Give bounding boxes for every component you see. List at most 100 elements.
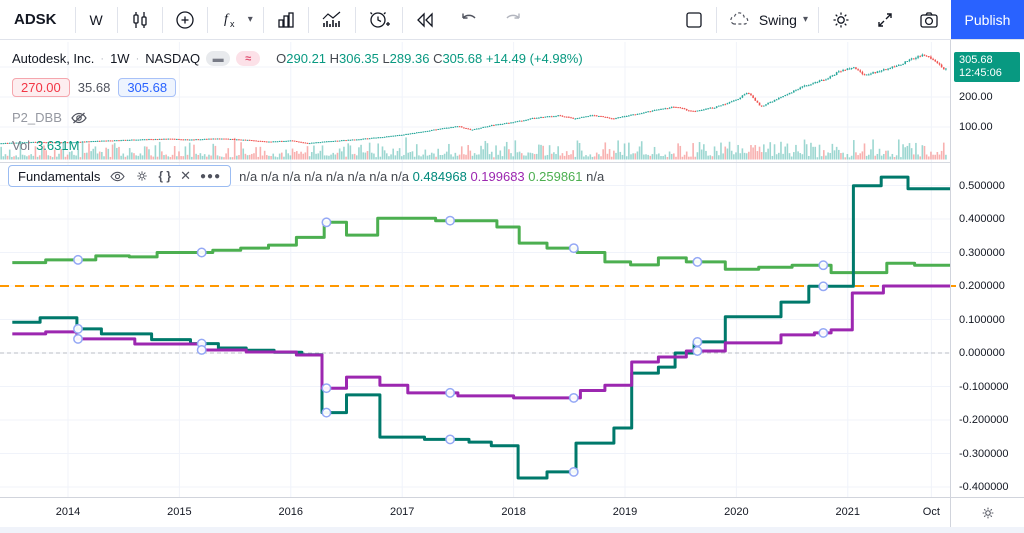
time-tick: 2014 — [55, 506, 81, 518]
last-price-value: 305.68 — [959, 54, 993, 66]
time-tick: 2017 — [389, 506, 415, 518]
toolbar-separator — [307, 6, 309, 33]
fundamentals-legend: Fundamentals { } ✕ ●●● — [8, 165, 604, 187]
toolbar-separator — [116, 6, 118, 33]
legend-dot: · — [135, 52, 140, 65]
value-tick: 0.200000 — [959, 280, 1005, 292]
series-title[interactable]: Autodesk, Inc. — [12, 51, 95, 66]
toolbar-separator — [74, 6, 76, 33]
chart-canvas[interactable] — [0, 40, 956, 527]
time-axis[interactable]: 2014 2015 2016 2017 2018 2019 2020 2021 Oct — [0, 497, 950, 527]
p2dbb-title[interactable]: P2_DBB — [12, 110, 62, 125]
close-icon[interactable]: ✕ — [180, 168, 191, 183]
indicator-settings-gear-icon[interactable] — [135, 169, 149, 183]
time-tick: 2021 — [835, 506, 861, 518]
axis-settings-corner[interactable] — [950, 497, 1024, 527]
fundamentals-purple-value: 0.199683 — [470, 168, 525, 184]
settings-gear-icon[interactable] — [819, 0, 863, 39]
series-exchange[interactable]: NASDAQ — [145, 51, 201, 66]
layout-icon[interactable] — [672, 0, 716, 39]
ohlc-values: O290.21 H306.35 L289.36 C305.68 +14.49 (… — [276, 51, 583, 66]
volume-value: 3.631M — [36, 138, 80, 153]
more-options-icon[interactable]: ●●● — [199, 170, 222, 182]
fundamentals-legend-box: Fundamentals { } ✕ ●●● — [8, 165, 232, 187]
eye-slash-icon[interactable] — [70, 111, 88, 125]
toolbar-separator — [401, 6, 403, 33]
legend-dot: · — [100, 52, 105, 65]
price-tick: 100.00 — [959, 121, 993, 133]
replay-icon[interactable] — [403, 0, 447, 39]
top-toolbar: ADSK W f x ▾ — [0, 0, 1024, 40]
fundamentals-teal-value: 0.484968 — [412, 168, 467, 184]
interval-button[interactable]: W — [89, 11, 103, 28]
price-series-legend: Autodesk, Inc. · 1W · NASDAQ ▬ ≈ O290.21… — [12, 51, 583, 66]
value-tick: -0.400000 — [959, 481, 1009, 493]
price-tick: 200.00 — [959, 91, 993, 103]
bottom-strip — [0, 527, 1024, 533]
value-tick: 0.400000 — [959, 213, 1005, 225]
chevron-down-icon[interactable]: ▾ — [247, 14, 253, 25]
value-tick: 0.100000 — [959, 313, 1005, 326]
p2dbb-legend: P2_DBB — [12, 110, 88, 125]
hide-series-icon[interactable]: ▬ — [206, 51, 231, 66]
undo-icon[interactable] — [447, 0, 491, 39]
svg-text:f: f — [224, 12, 230, 27]
upper-level-badge[interactable]: 305.68 — [118, 78, 177, 97]
fundamentals-trailing-value: n/a — [586, 168, 605, 184]
chevron-down-icon[interactable]: ▾ — [802, 14, 808, 25]
source-code-icon[interactable]: { } — [158, 169, 172, 183]
redo-icon[interactable] — [491, 0, 535, 39]
value-tick: 0.500000 — [959, 179, 1005, 192]
time-tick: 2020 — [724, 506, 749, 518]
value-tick: 0.000000 — [959, 347, 1005, 359]
compare-icon[interactable] — [163, 0, 207, 39]
orange-level-tick — [951, 285, 956, 287]
snapshot-camera-icon[interactable] — [907, 0, 951, 39]
fundamentals-green-value: 0.259861 — [528, 168, 583, 184]
toolbar-separator — [262, 6, 264, 33]
fundamentals-na-values: n/a n/a n/a n/a n/a n/a n/a n/a — [239, 168, 413, 184]
level-badges-row: 270.00 35.68 305.68 — [12, 78, 177, 97]
indicators-icon[interactable]: f x ▾ — [208, 0, 263, 39]
mid-level-value: 35.68 — [77, 80, 111, 95]
chart-region: Autodesk, Inc. · 1W · NASDAQ ▬ ≈ O290.21… — [0, 40, 1024, 533]
candlestick-style-icon[interactable] — [118, 0, 162, 39]
approx-data-icon[interactable]: ≈ — [236, 51, 261, 66]
fullscreen-icon[interactable] — [863, 0, 907, 39]
toolbar-separator — [715, 6, 717, 33]
alert-icon[interactable] — [356, 0, 402, 39]
last-price-badge: 305.68 12:45:06 — [954, 52, 1020, 82]
templates-icon[interactable] — [264, 0, 308, 39]
time-tick: 2016 — [278, 506, 304, 518]
symbol-button[interactable]: ADSK — [14, 11, 57, 28]
eye-icon[interactable] — [109, 170, 126, 183]
toolbar-separator — [161, 6, 163, 33]
fundamentals-title[interactable]: Fundamentals — [18, 168, 101, 184]
value-tick: -0.100000 — [959, 380, 1009, 393]
toolbar-separator — [206, 6, 208, 33]
lower-level-badge[interactable]: 270.00 — [12, 78, 70, 97]
cloud-layout-button[interactable]: Swing ▾ — [717, 0, 818, 39]
bar-countdown: 12:45:06 — [959, 67, 1002, 79]
chart-plot-area[interactable] — [0, 40, 956, 527]
time-axis-gear-icon[interactable] — [980, 505, 996, 521]
toolbar-separator — [354, 6, 356, 33]
volume-legend: Vol 3.631M — [12, 138, 79, 153]
time-tick: Oct — [922, 506, 940, 518]
volume-label[interactable]: Vol — [12, 138, 31, 153]
layout-name-label: Swing — [758, 11, 797, 28]
value-tick: -0.300000 — [959, 447, 1009, 460]
price-axis[interactable]: 305.68 12:45:06 200.00 100.00 0.500000 0.40… — [950, 40, 1024, 527]
value-tick: 0.300000 — [959, 246, 1005, 259]
time-tick: 2015 — [167, 506, 192, 518]
toolbar-separator — [818, 6, 819, 33]
value-tick: -0.200000 — [959, 414, 1009, 426]
publish-button[interactable]: Publish — [951, 0, 1024, 39]
time-tick: 2019 — [612, 506, 638, 518]
time-tick: 2018 — [501, 506, 526, 518]
fundamentals-values: n/a n/a n/a n/a n/a n/a n/a n/a 0.484968… — [239, 169, 604, 184]
svg-text:x: x — [230, 19, 235, 29]
series-interval[interactable]: 1W — [110, 51, 130, 66]
patterns-icon[interactable] — [309, 0, 355, 39]
